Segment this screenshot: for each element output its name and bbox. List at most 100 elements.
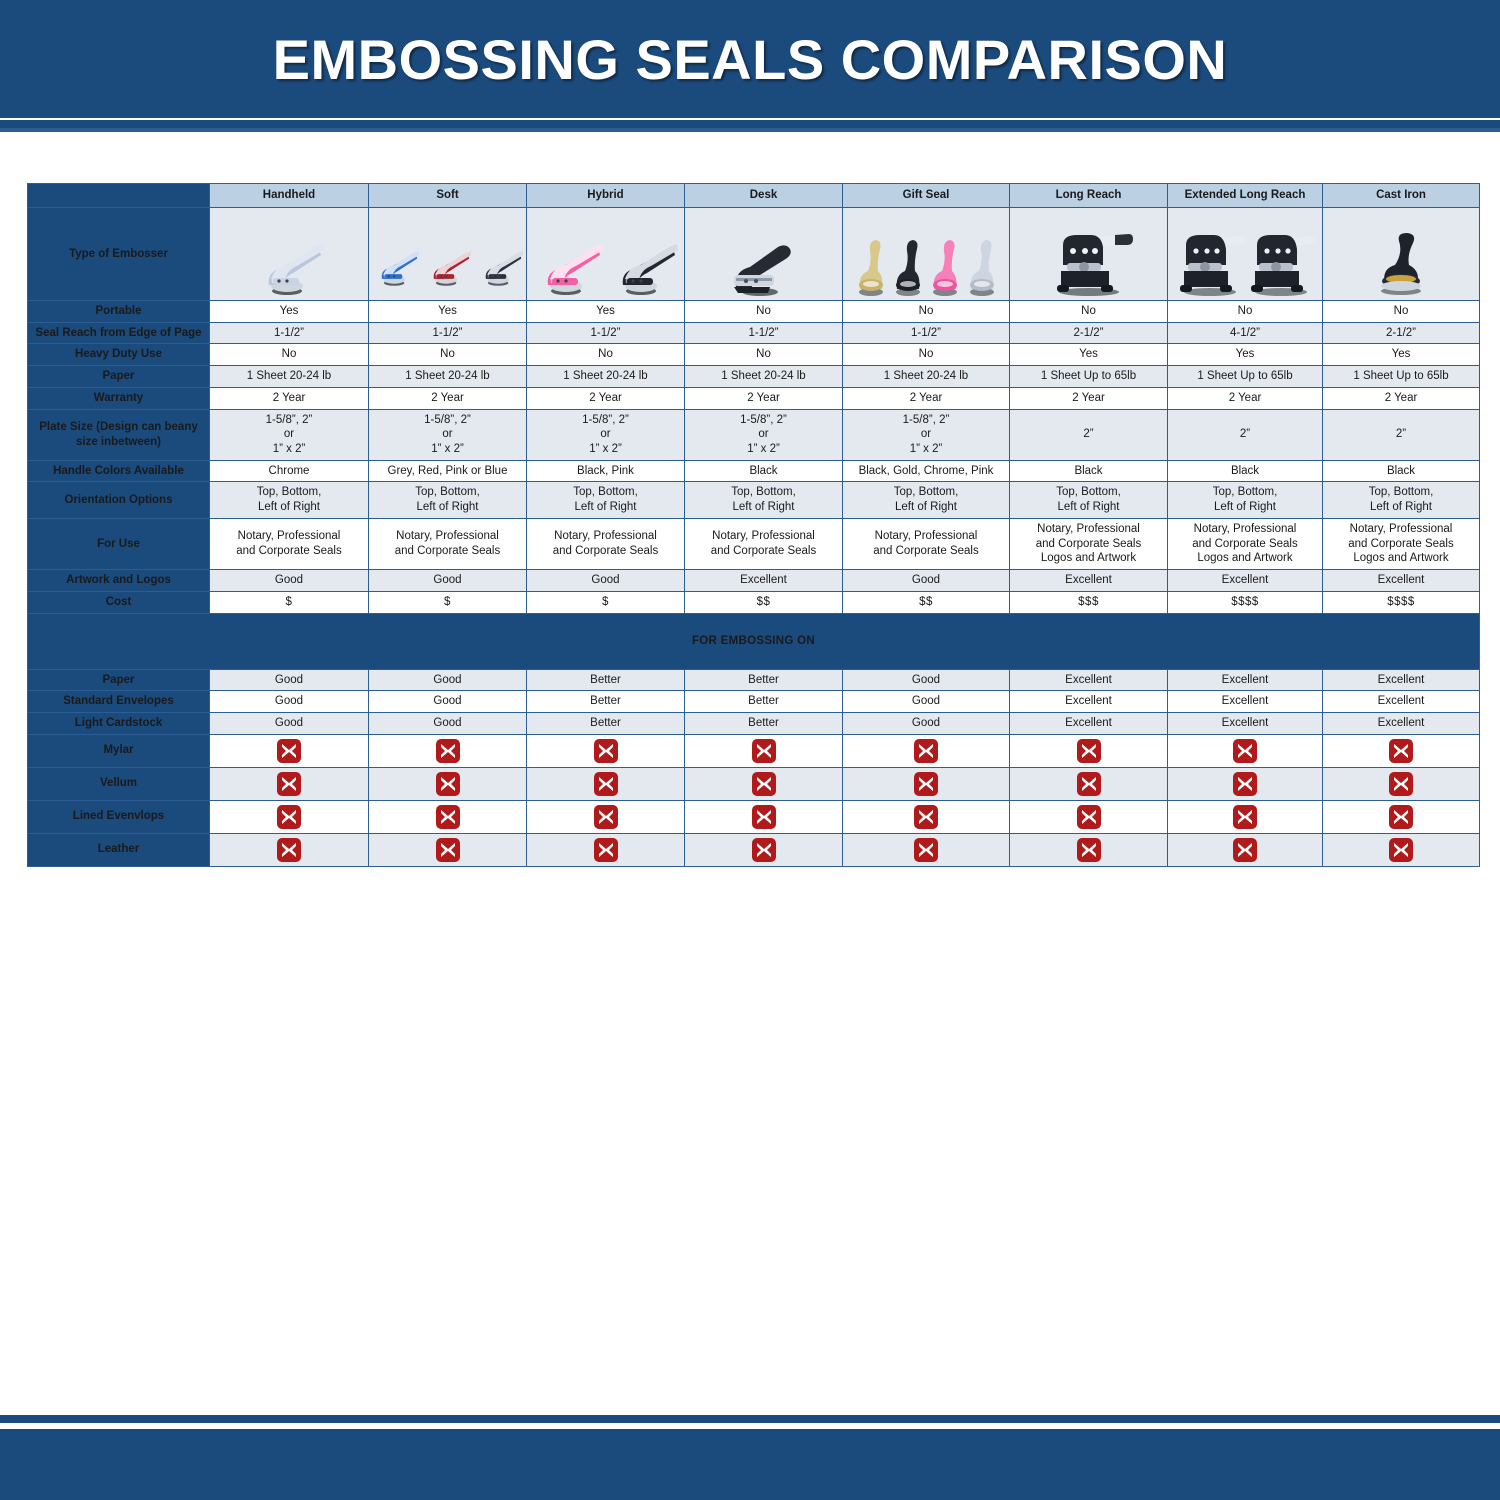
gift-seal-embosser-image xyxy=(845,211,1007,297)
cell-for-use-extended-long-reach: Notary, Professional and Corporate Seals L… xyxy=(1167,517,1323,571)
cell-standard-envelopes-long-reach: Excellent xyxy=(1009,690,1168,713)
cast-iron-embosser-image xyxy=(1325,211,1477,297)
cell-light-cardstock-long-reach: Excellent xyxy=(1009,711,1168,735)
cell-leather-desk xyxy=(684,832,843,867)
cell-cost-handheld: $ xyxy=(209,590,369,614)
cell-paper-extended-long-reach: Excellent xyxy=(1167,668,1323,692)
cell-leather-hybrid xyxy=(526,832,685,867)
table-row: Mylar xyxy=(27,733,1480,768)
no-icon xyxy=(435,771,461,797)
cell-vellum-hybrid xyxy=(526,766,685,801)
row-label-light-cardstock: Light Cardstock xyxy=(27,711,210,735)
cell-plate-size-design-can-beany-size-inbetween-gift-seal: 1-5/8”, 2” or 1” x 2” xyxy=(842,408,1010,461)
cell-for-use-soft: Notary, Professional and Corporate Seals xyxy=(368,517,527,571)
column-header-extended-long-reach: Extended Long Reach xyxy=(1167,183,1323,208)
row-label-vellum: Vellum xyxy=(27,766,210,801)
cell-paper-hybrid: Better xyxy=(526,668,685,692)
cell-warranty-hybrid: 2 Year xyxy=(526,386,685,410)
cell-standard-envelopes-hybrid: Better xyxy=(526,690,685,713)
cell-plate-size-design-can-beany-size-inbetween-handheld: 1-5/8”, 2” or 1” x 2” xyxy=(209,408,369,461)
no-icon xyxy=(593,771,619,797)
table-corner-cell xyxy=(27,183,210,208)
cell-orientation-options-gift-seal: Top, Bottom, Left of Right xyxy=(842,481,1010,519)
cell-heavy-duty-use-cast-iron: Yes xyxy=(1322,343,1480,367)
table-row: Heavy Duty Use No No No No No Yes Yes Yes xyxy=(27,343,1480,367)
cell-heavy-duty-use-soft: No xyxy=(368,343,527,367)
cell-mylar-extended-long-reach xyxy=(1167,733,1323,768)
row-label-standard-envelopes: Standard Envelopes xyxy=(27,690,210,713)
cell-warranty-cast-iron: 2 Year xyxy=(1322,386,1480,410)
column-header-gift-seal: Gift Seal xyxy=(842,183,1010,208)
table-body: Type of Embosser Portable Yes Yes Yes No No No N… xyxy=(27,207,1480,867)
cell-portable-hybrid: Yes xyxy=(526,300,685,323)
row-label-heavy-duty-use: Heavy Duty Use xyxy=(27,343,210,367)
cell-artwork-and-logos-hybrid: Good xyxy=(526,569,685,592)
no-icon xyxy=(1388,837,1414,863)
no-icon xyxy=(435,738,461,764)
no-icon xyxy=(435,804,461,830)
no-icon xyxy=(1076,738,1102,764)
cell-type-of-embosser-soft xyxy=(368,207,527,301)
cell-vellum-long-reach xyxy=(1009,766,1168,801)
cell-type-of-embosser-desk xyxy=(684,207,843,301)
cell-light-cardstock-cast-iron: Excellent xyxy=(1322,711,1480,735)
cell-plate-size-design-can-beany-size-inbetween-extended-long-reach: 2” xyxy=(1167,408,1323,461)
no-icon xyxy=(1232,771,1258,797)
cell-seal-reach-from-edge-of-page-desk: 1-1/2” xyxy=(684,321,843,345)
cell-leather-cast-iron xyxy=(1322,832,1480,867)
cell-seal-reach-from-edge-of-page-handheld: 1-1/2” xyxy=(209,321,369,345)
column-header-handheld: Handheld xyxy=(209,183,369,208)
cell-artwork-and-logos-long-reach: Excellent xyxy=(1009,569,1168,592)
cell-seal-reach-from-edge-of-page-soft: 1-1/2” xyxy=(368,321,527,345)
cell-light-cardstock-gift-seal: Good xyxy=(842,711,1010,735)
cell-for-use-handheld: Notary, Professional and Corporate Seals xyxy=(209,517,369,571)
table-row: Seal Reach from Edge of Page 1-1/2” 1-1/2”… xyxy=(27,321,1480,345)
column-header-long-reach: Long Reach xyxy=(1009,183,1168,208)
row-label-lined-evenvlops: Lined Evenvlops xyxy=(27,799,210,834)
row-label-paper: Paper xyxy=(27,668,210,692)
cell-lined-evenvlops-long-reach xyxy=(1009,799,1168,834)
cell-paper-hybrid: 1 Sheet 20-24 lb xyxy=(526,365,685,388)
cell-light-cardstock-hybrid: Better xyxy=(526,711,685,735)
cell-orientation-options-desk: Top, Bottom, Left of Right xyxy=(684,481,843,519)
cell-vellum-soft xyxy=(368,766,527,801)
cell-warranty-gift-seal: 2 Year xyxy=(842,386,1010,410)
table-row: Warranty 2 Year 2 Year 2 Year 2 Year 2 Year 2 … xyxy=(27,386,1480,410)
cell-standard-envelopes-extended-long-reach: Excellent xyxy=(1167,690,1323,713)
cell-lined-evenvlops-cast-iron xyxy=(1322,799,1480,834)
no-icon xyxy=(751,738,777,764)
cell-standard-envelopes-cast-iron: Excellent xyxy=(1322,690,1480,713)
row-label-mylar: Mylar xyxy=(27,733,210,768)
cell-for-use-hybrid: Notary, Professional and Corporate Seals xyxy=(526,517,685,571)
row-label-seal-reach-from-edge-of-page: Seal Reach from Edge of Page xyxy=(27,321,210,345)
cell-paper-handheld: 1 Sheet 20-24 lb xyxy=(209,365,369,388)
row-label-cost: Cost xyxy=(27,590,210,614)
cell-type-of-embosser-cast-iron xyxy=(1322,207,1480,301)
no-icon xyxy=(751,771,777,797)
cell-paper-cast-iron: 1 Sheet Up to 65lb xyxy=(1322,365,1480,388)
cell-handle-colors-available-hybrid: Black, Pink xyxy=(526,459,685,483)
cell-paper-soft: 1 Sheet 20-24 lb xyxy=(368,365,527,388)
cell-vellum-desk xyxy=(684,766,843,801)
cell-cost-soft: $ xyxy=(368,590,527,614)
no-icon xyxy=(1388,804,1414,830)
cell-orientation-options-extended-long-reach: Top, Bottom, Left of Right xyxy=(1167,481,1323,519)
cell-artwork-and-logos-soft: Good xyxy=(368,569,527,592)
cell-orientation-options-cast-iron: Top, Bottom, Left of Right xyxy=(1322,481,1480,519)
cell-warranty-extended-long-reach: 2 Year xyxy=(1167,386,1323,410)
table-row: Lined Evenvlops xyxy=(27,799,1480,834)
cell-cost-gift-seal: $$ xyxy=(842,590,1010,614)
cell-cost-desk: $$ xyxy=(684,590,843,614)
cell-handle-colors-available-handheld: Chrome xyxy=(209,459,369,483)
no-icon xyxy=(1388,771,1414,797)
table-head: Handheld Soft Hybrid Desk Gift Seal Long Reac… xyxy=(27,183,1480,208)
table-row: Orientation Options Top, Bottom, Left of R… xyxy=(27,481,1480,519)
table-row: Standard Envelopes Good Good Better Better Go… xyxy=(27,690,1480,713)
cell-leather-gift-seal xyxy=(842,832,1010,867)
cell-handle-colors-available-desk: Black xyxy=(684,459,843,483)
row-label-artwork-and-logos: Artwork and Logos xyxy=(27,569,210,592)
cell-seal-reach-from-edge-of-page-cast-iron: 2-1/2” xyxy=(1322,321,1480,345)
no-icon xyxy=(276,771,302,797)
cell-seal-reach-from-edge-of-page-gift-seal: 1-1/2” xyxy=(842,321,1010,345)
cell-paper-cast-iron: Excellent xyxy=(1322,668,1480,692)
